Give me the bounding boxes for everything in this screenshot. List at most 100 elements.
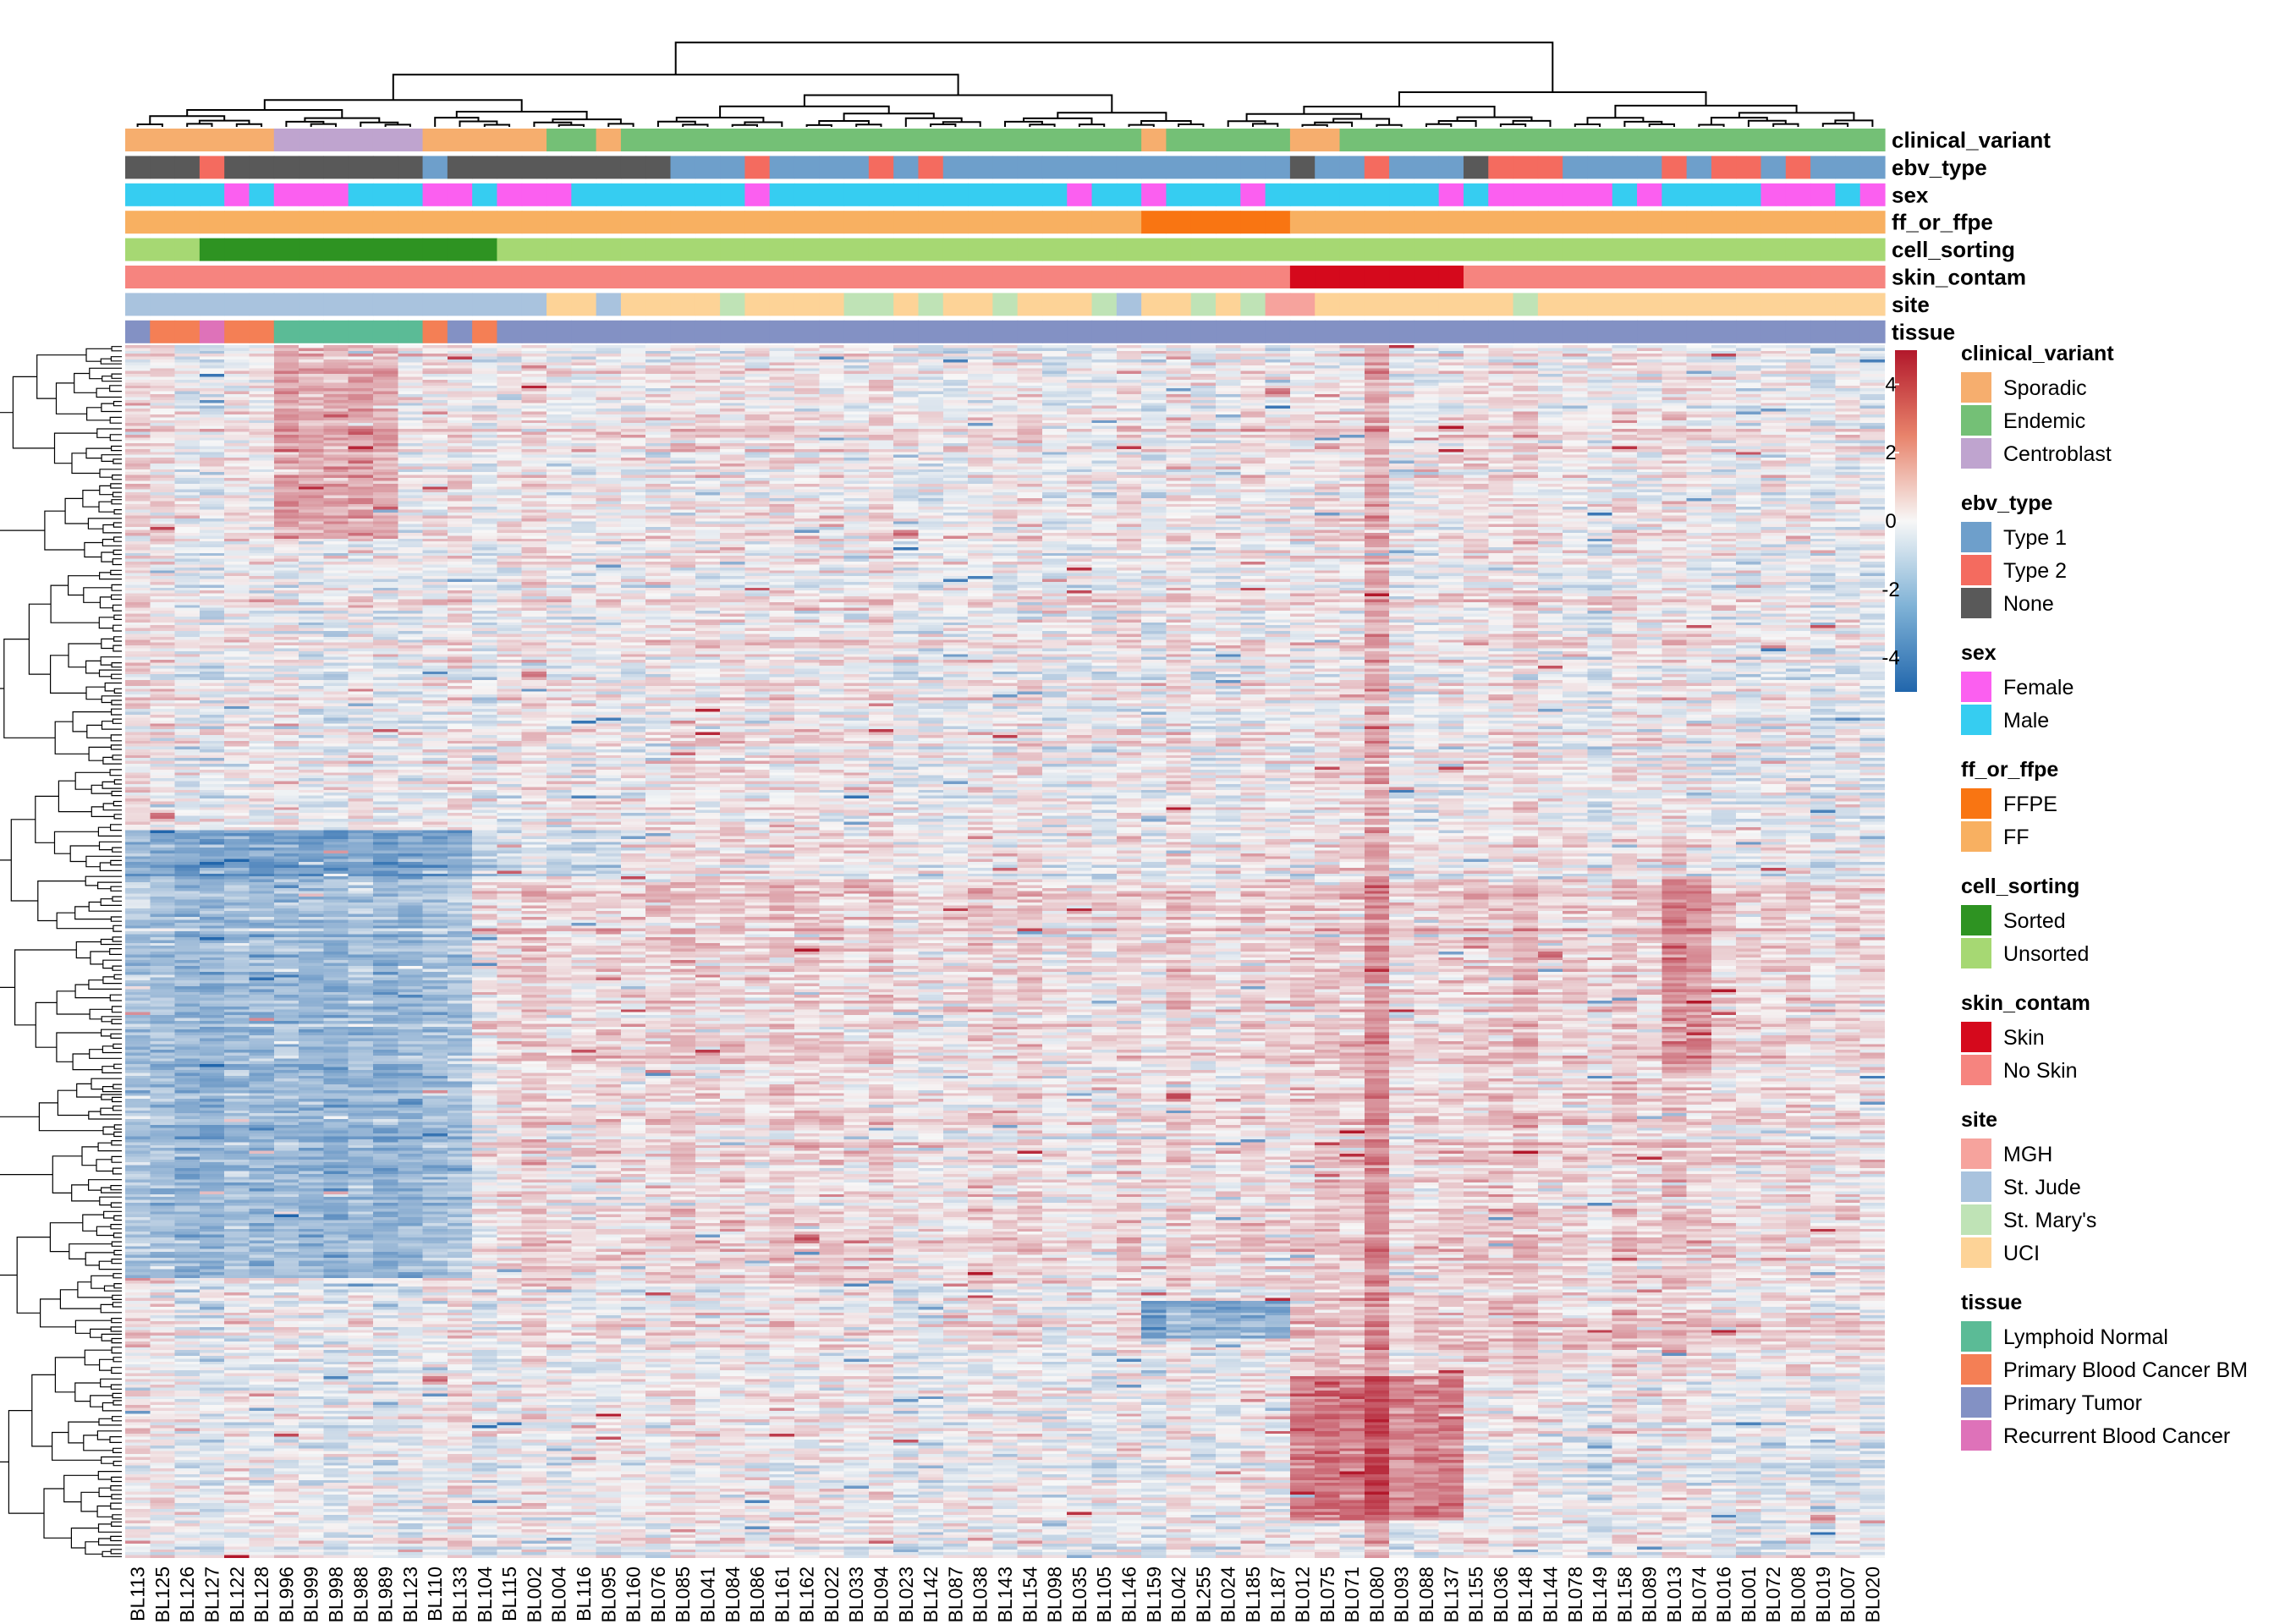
- annotation-cell-ff_or_ffpe: [299, 211, 324, 234]
- column-label: BL999: [300, 1566, 322, 1623]
- annotation-cell-ebv_type: [1686, 156, 1712, 179]
- annotation-cell-skin_contam: [1289, 266, 1316, 288]
- column-label: BL016: [1713, 1566, 1735, 1623]
- annotation-cell-cell_sorting: [720, 238, 745, 261]
- annotation-cell-tissue: [596, 320, 622, 343]
- annotation-cell-site: [547, 293, 572, 316]
- annotation-cell-site: [1587, 293, 1613, 316]
- annotation-cell-ebv_type: [1563, 156, 1589, 179]
- annotation-cell-skin_contam: [843, 266, 870, 288]
- annotation-cell-skin_contam: [819, 266, 845, 288]
- annotation-cell-site: [670, 293, 696, 316]
- legend-item-label: Male: [2003, 709, 2049, 732]
- annotation-cell-cell_sorting: [1240, 238, 1266, 261]
- legend-swatch: [1961, 1420, 1991, 1451]
- annotation-cell-tissue: [893, 320, 920, 343]
- annotation-cell-tissue: [249, 320, 275, 343]
- legend-item-label: Centroblast: [2003, 442, 2112, 466]
- annotation-cell-sex: [620, 183, 646, 206]
- annotation-label-sex: sex: [1892, 182, 1929, 207]
- legend-item-label: Female: [2003, 676, 2074, 700]
- annotation-cell-clinical_variant: [670, 129, 696, 151]
- annotation-cell-cell_sorting: [1216, 238, 1241, 261]
- annotation-cell-site: [794, 293, 820, 316]
- annotation-cell-ebv_type: [1537, 156, 1563, 179]
- annotation-cell-cell_sorting: [1785, 238, 1811, 261]
- annotation-cell-sex: [794, 183, 820, 206]
- annotation-cell-clinical_variant: [1017, 129, 1043, 151]
- annotation-cell-cell_sorting: [1488, 238, 1514, 261]
- annotation-cell-site: [1339, 293, 1365, 316]
- annotation-cell-clinical_variant: [273, 129, 299, 151]
- annotation-cell-cell_sorting: [497, 238, 523, 261]
- annotation-cell-tissue: [1736, 320, 1762, 343]
- annotation-cell-cell_sorting: [794, 238, 820, 261]
- annotation-cell-cell_sorting: [174, 238, 200, 261]
- annotation-cell-ebv_type: [1166, 156, 1192, 179]
- annotation-cell-cell_sorting: [868, 238, 894, 261]
- annotation-cell-clinical_variant: [1067, 129, 1093, 151]
- annotation-cell-clinical_variant: [1686, 129, 1712, 151]
- annotation-cell-cell_sorting: [596, 238, 622, 261]
- annotation-cell-ff_or_ffpe: [596, 211, 622, 234]
- annotation-cell-skin_contam: [1662, 266, 1688, 288]
- annotation-cell-sex: [1339, 183, 1365, 206]
- annotation-label-ff_or_ffpe: ff_or_ffpe: [1892, 210, 1993, 235]
- annotation-cell-site: [1637, 293, 1662, 316]
- annotation-cell-ff_or_ffpe: [199, 211, 225, 234]
- annotation-cell-cell_sorting: [571, 238, 597, 261]
- annotation-cell-clinical_variant: [695, 129, 721, 151]
- annotation-cell-sex: [1662, 183, 1688, 206]
- annotation-cell-ff_or_ffpe: [1488, 211, 1514, 234]
- annotation-cell-cell_sorting: [1612, 238, 1638, 261]
- annotation-cell-ff_or_ffpe: [1315, 211, 1341, 234]
- annotation-cell-clinical_variant: [1166, 129, 1192, 151]
- annotation-cell-cell_sorting: [1414, 238, 1440, 261]
- annotation-cell-cell_sorting: [1537, 238, 1563, 261]
- legend-item-label: Sorted: [2003, 909, 2066, 933]
- annotation-cell-clinical_variant: [1364, 129, 1390, 151]
- annotation-cell-tissue: [472, 320, 498, 343]
- annotation-cell-clinical_variant: [299, 129, 324, 151]
- annotation-cell-ebv_type: [1835, 156, 1861, 179]
- annotation-cell-clinical_variant: [521, 129, 547, 151]
- annotation-cell-sex: [819, 183, 845, 206]
- annotation-cell-ebv_type: [299, 156, 324, 179]
- annotation-cell-cell_sorting: [348, 238, 374, 261]
- legend-item-label: Type 1: [2003, 526, 2067, 550]
- annotation-cell-skin_contam: [299, 266, 324, 288]
- annotation-cell-sex: [571, 183, 597, 206]
- color-scale-tick-label: 0: [1885, 510, 1896, 533]
- annotation-cell-ff_or_ffpe: [1736, 211, 1762, 234]
- column-label: BL154: [1019, 1566, 1041, 1623]
- annotation-cell-clinical_variant: [1760, 129, 1787, 151]
- annotation-cell-tissue: [794, 320, 820, 343]
- annotation-cell-sex: [596, 183, 622, 206]
- annotation-cell-ebv_type: [1141, 156, 1167, 179]
- annotation-cell-ebv_type: [1810, 156, 1837, 179]
- annotation-cell-ebv_type: [720, 156, 745, 179]
- annotation-cell-skin_contam: [868, 266, 894, 288]
- annotation-cell-tissue: [1463, 320, 1489, 343]
- annotation-cell-site: [695, 293, 721, 316]
- annotation-cell-clinical_variant: [1216, 129, 1241, 151]
- annotation-cell-site: [1240, 293, 1266, 316]
- annotation-cell-cell_sorting: [1463, 238, 1489, 261]
- column-label: BL084: [722, 1566, 744, 1623]
- annotation-cell-sex: [1364, 183, 1390, 206]
- column-label: BL161: [771, 1566, 793, 1623]
- annotation-cell-skin_contam: [1240, 266, 1266, 288]
- annotation-cell-ff_or_ffpe: [1563, 211, 1589, 234]
- annotation-cell-ff_or_ffpe: [1513, 211, 1539, 234]
- annotation-cell-ff_or_ffpe: [1637, 211, 1662, 234]
- annotation-cell-ff_or_ffpe: [1067, 211, 1093, 234]
- annotation-cell-sex: [447, 183, 473, 206]
- annotation-cell-clinical_variant: [645, 129, 672, 151]
- annotation-cell-cell_sorting: [1563, 238, 1589, 261]
- annotation-cell-ff_or_ffpe: [547, 211, 572, 234]
- annotation-cell-clinical_variant: [992, 129, 1019, 151]
- column-label: BL008: [1787, 1566, 1809, 1623]
- annotation-cell-ff_or_ffpe: [1835, 211, 1861, 234]
- column-labels: BL113 BL125 BL126 BL127 BL122 BL128 BL996 BL999…: [127, 1566, 1884, 1623]
- annotation-cell-ebv_type: [843, 156, 870, 179]
